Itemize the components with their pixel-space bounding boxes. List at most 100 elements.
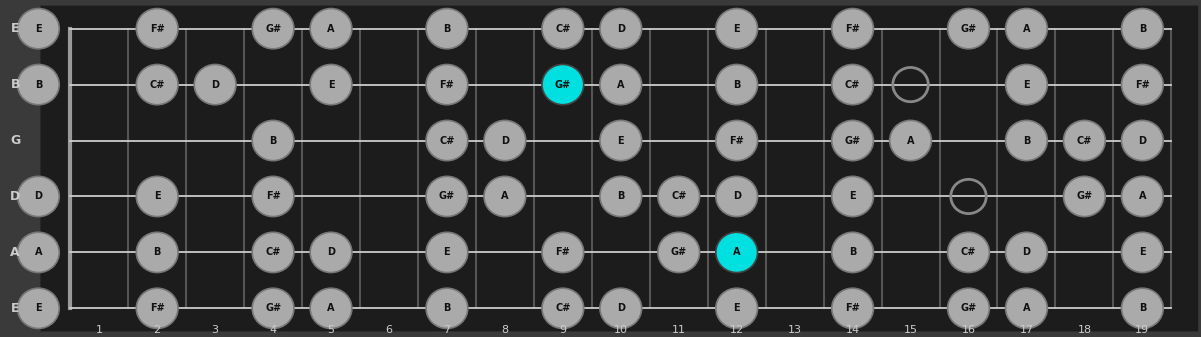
Ellipse shape	[600, 176, 641, 217]
Ellipse shape	[890, 120, 932, 161]
Text: F#: F#	[150, 303, 165, 313]
Text: D: D	[617, 24, 625, 34]
Ellipse shape	[1122, 232, 1164, 273]
Ellipse shape	[1122, 8, 1164, 49]
Text: 1: 1	[96, 325, 103, 335]
Text: E: E	[11, 302, 19, 315]
Text: 18: 18	[1077, 325, 1092, 335]
Text: G#: G#	[961, 24, 976, 34]
Ellipse shape	[252, 120, 294, 161]
Text: E: E	[154, 191, 161, 202]
Text: A: A	[617, 80, 625, 90]
Text: 2: 2	[154, 325, 161, 335]
Ellipse shape	[600, 288, 641, 329]
Ellipse shape	[18, 288, 59, 329]
Text: 16: 16	[962, 325, 975, 335]
Ellipse shape	[542, 232, 584, 273]
Ellipse shape	[18, 176, 59, 217]
Text: E: E	[35, 303, 42, 313]
Ellipse shape	[136, 232, 178, 273]
Text: A: A	[11, 246, 20, 259]
Text: E: E	[328, 80, 334, 90]
Text: 9: 9	[560, 325, 567, 335]
Text: 6: 6	[386, 325, 393, 335]
Ellipse shape	[832, 120, 873, 161]
Text: E: E	[734, 24, 740, 34]
Ellipse shape	[948, 232, 990, 273]
Ellipse shape	[426, 64, 467, 105]
Text: A: A	[1139, 191, 1146, 202]
Text: C#: C#	[846, 80, 860, 90]
Text: A: A	[327, 24, 335, 34]
Ellipse shape	[136, 8, 178, 49]
Ellipse shape	[832, 288, 873, 329]
Text: B: B	[269, 135, 276, 146]
Ellipse shape	[600, 64, 641, 105]
Ellipse shape	[716, 288, 758, 329]
Ellipse shape	[252, 176, 294, 217]
Text: F#: F#	[150, 24, 165, 34]
Text: 15: 15	[903, 325, 918, 335]
Text: G#: G#	[670, 247, 687, 257]
Text: 5: 5	[328, 325, 335, 335]
Text: C#: C#	[1077, 135, 1092, 146]
Ellipse shape	[716, 120, 758, 161]
Text: 4: 4	[269, 325, 276, 335]
Text: 11: 11	[671, 325, 686, 335]
Ellipse shape	[716, 176, 758, 217]
Text: G#: G#	[1076, 191, 1093, 202]
Text: 14: 14	[846, 325, 860, 335]
Ellipse shape	[658, 176, 700, 217]
Text: D: D	[501, 135, 509, 146]
Text: G#: G#	[265, 24, 281, 34]
Ellipse shape	[832, 176, 873, 217]
Ellipse shape	[716, 64, 758, 105]
Text: A: A	[327, 303, 335, 313]
Ellipse shape	[310, 288, 352, 329]
Text: F#: F#	[1135, 80, 1149, 90]
Ellipse shape	[426, 8, 467, 49]
Text: C#: C#	[440, 135, 455, 146]
Text: E: E	[849, 191, 856, 202]
Text: 19: 19	[1135, 325, 1149, 335]
Ellipse shape	[1122, 120, 1164, 161]
Text: B: B	[733, 80, 740, 90]
Text: D: D	[211, 80, 219, 90]
Text: 13: 13	[788, 325, 801, 335]
Text: F#: F#	[440, 80, 454, 90]
Text: C#: C#	[961, 247, 976, 257]
Ellipse shape	[1122, 64, 1164, 105]
Ellipse shape	[1005, 288, 1047, 329]
Text: D: D	[733, 191, 741, 202]
Ellipse shape	[195, 64, 235, 105]
Text: 10: 10	[614, 325, 628, 335]
Ellipse shape	[716, 8, 758, 49]
Ellipse shape	[426, 288, 467, 329]
Ellipse shape	[252, 288, 294, 329]
Text: 12: 12	[730, 325, 743, 335]
Text: E: E	[443, 247, 450, 257]
Ellipse shape	[310, 64, 352, 105]
Text: G#: G#	[961, 303, 976, 313]
Ellipse shape	[832, 8, 873, 49]
Text: B: B	[1023, 135, 1030, 146]
Ellipse shape	[832, 232, 873, 273]
Text: E: E	[35, 24, 42, 34]
Ellipse shape	[426, 176, 467, 217]
Ellipse shape	[542, 288, 584, 329]
Text: E: E	[1023, 80, 1029, 90]
Text: C#: C#	[149, 80, 165, 90]
Text: C#: C#	[671, 191, 687, 202]
Ellipse shape	[716, 232, 758, 273]
Text: B: B	[443, 303, 450, 313]
Ellipse shape	[1005, 232, 1047, 273]
Ellipse shape	[1122, 176, 1164, 217]
Text: 3: 3	[211, 325, 219, 335]
Ellipse shape	[252, 232, 294, 273]
Text: A: A	[1023, 303, 1030, 313]
Text: A: A	[907, 135, 914, 146]
Ellipse shape	[484, 176, 526, 217]
Text: B: B	[849, 247, 856, 257]
Ellipse shape	[832, 64, 873, 105]
Ellipse shape	[18, 64, 59, 105]
